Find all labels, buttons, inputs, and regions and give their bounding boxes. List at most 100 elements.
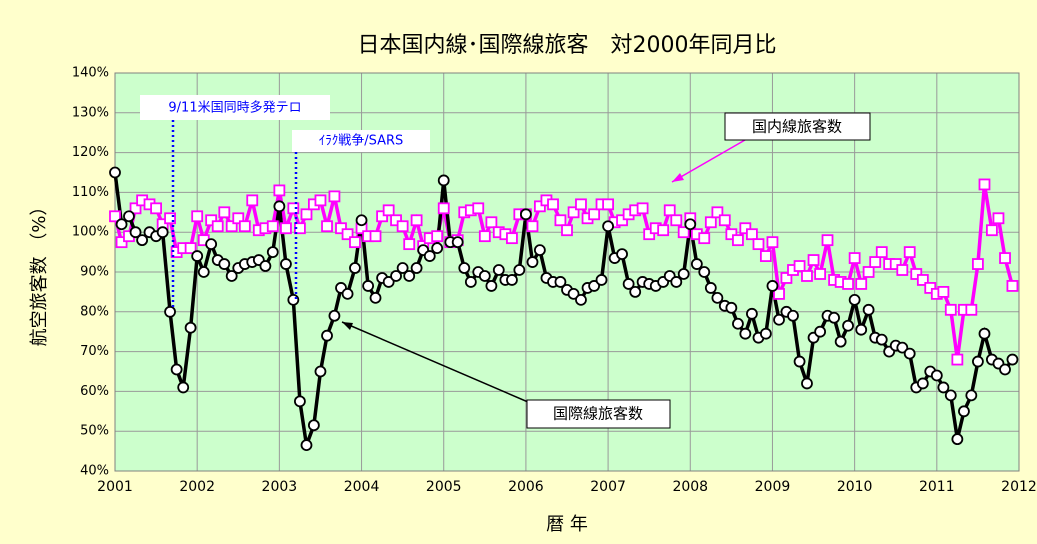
point [396,262,409,274]
point [567,206,580,219]
point [842,278,854,290]
point [746,307,758,320]
point [965,303,978,316]
arrowhead [672,173,684,182]
x-tick-label: 2008 [672,479,708,495]
x-tick-label: 2012 [1001,479,1037,495]
point [280,222,292,235]
point [677,226,690,239]
y-tick-label: 80% [80,304,109,319]
point [349,262,361,274]
point [369,230,382,243]
point [191,250,204,262]
point [855,278,868,290]
point [554,214,567,227]
point [115,236,128,249]
point [410,214,423,227]
point [376,210,388,223]
point [937,285,950,298]
point [259,260,272,272]
point [978,178,991,191]
point [698,232,711,245]
point [307,419,320,432]
point [547,198,559,211]
x-tick-label: 2006 [508,479,544,495]
point [663,204,676,217]
point [622,278,635,290]
point [848,252,861,264]
annotation-box [140,95,330,120]
point [464,276,477,288]
chart-title: 日本国内線･国際線旅客 対2000年同月比 [358,33,777,58]
point [410,262,423,274]
point [903,246,916,259]
annotation-box [724,112,871,141]
point [690,258,703,270]
y-axis-label: 航空旅客数 （%） [29,198,50,347]
point [355,214,368,227]
point [616,214,628,227]
point [965,389,978,402]
point [821,234,834,247]
point [951,353,964,366]
point [575,293,587,306]
point [287,293,300,306]
point [109,210,121,223]
point [225,270,238,282]
point [766,236,779,249]
point [704,216,717,229]
point [711,206,724,219]
point [588,208,601,221]
point [335,222,347,235]
point [205,214,218,227]
point [793,355,806,368]
point [739,327,752,340]
point [910,268,923,280]
point [561,224,573,237]
point [759,250,772,262]
point [670,214,683,227]
point [472,202,485,215]
annotation: 9/11米国同時多発テロ [168,100,301,116]
point [109,166,121,179]
point [129,226,142,239]
point [814,325,827,338]
point [300,439,313,452]
point [266,246,279,259]
point [390,270,402,282]
point [855,323,868,336]
point [170,363,183,376]
point [896,264,909,276]
x-tick-label: 2010 [837,479,873,495]
y-tick-label: 50% [80,424,109,439]
y-tick-label: 140% [72,66,109,81]
point [349,236,361,249]
y-tick-label: 90% [80,265,109,280]
x-tick-label: 2011 [919,479,955,495]
point [704,282,717,294]
point [670,276,683,288]
point [718,214,731,227]
point [801,377,813,390]
annotation: 国内線旅客数 [752,118,842,136]
point [916,274,929,286]
point [485,280,498,292]
point [766,280,779,292]
point [225,220,238,233]
annotation-box [526,399,671,429]
point [526,220,539,233]
point [156,226,169,239]
point [197,266,210,278]
point [205,238,218,251]
point [930,369,943,382]
point [506,232,518,245]
point [972,355,984,368]
point [437,202,450,215]
point [944,303,957,316]
point [814,268,827,280]
point [341,287,354,300]
x-tick-label: 2003 [262,479,298,495]
point [732,317,744,330]
point [732,234,744,247]
point [746,228,758,241]
